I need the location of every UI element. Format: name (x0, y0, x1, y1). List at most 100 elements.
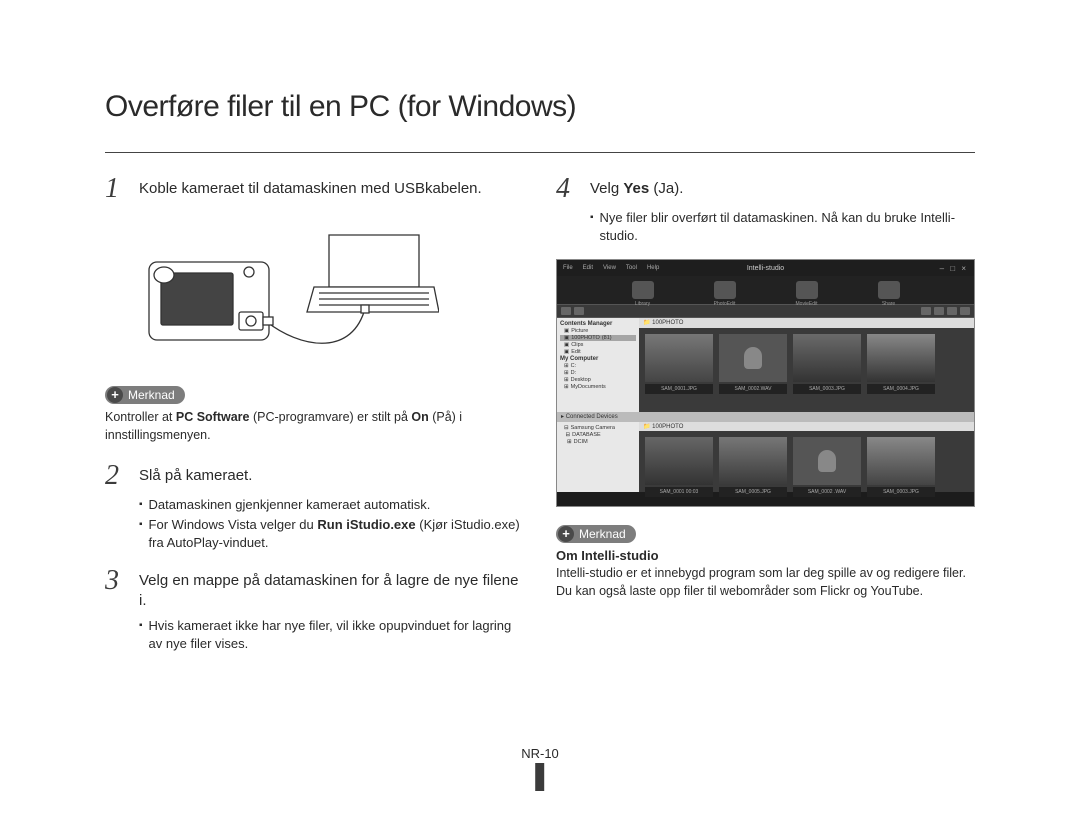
thumb-row: SAM_0001.JPG SAM_0002.WAV SAM_0003.JPG S… (639, 328, 974, 412)
thumbnail[interactable]: SAM_0003.JPG (793, 334, 861, 406)
toolbar-button[interactable] (947, 307, 957, 315)
t: Yes (623, 180, 649, 197)
step-text: Velg en mappe på datamaskinen for å lagr… (139, 567, 524, 612)
folder-path: 📁 100PHOTO (639, 318, 974, 328)
tab-movieedit[interactable] (796, 281, 818, 299)
step-3: 3 Velg en mappe på datamaskinen for å la… (105, 567, 524, 612)
sidebar-item[interactable]: ▣ 100PHOTO (81) (560, 335, 636, 341)
step-text: Koble kameraet til datamaskinen med USBk… (139, 175, 482, 199)
step-4-bullets: Nye filer blir overført til datamaskinen… (590, 209, 975, 245)
sidebar-item[interactable]: ⊟ DATABASE (560, 432, 636, 438)
t: Clips (571, 342, 583, 348)
title-divider (105, 152, 975, 153)
caption: SAM_0003.JPG (867, 487, 935, 497)
step-number: 3 (105, 567, 127, 595)
t: MyDocuments (571, 384, 606, 390)
thumbnail[interactable]: SAM_0004.JPG (867, 334, 935, 406)
page-number: NR-10 (521, 746, 559, 791)
sidebar-item[interactable]: ⊞ D: (560, 370, 636, 376)
sidebar-item[interactable]: ⊟ Samsung Camera (560, 425, 636, 431)
t: Velg (590, 180, 623, 197)
app-body-bottom: ⊟ Samsung Camera ⊟ DATABASE ⊞ DCIM 📁 100… (557, 422, 974, 492)
caption: SAM_0003.JPG (793, 384, 861, 394)
t: D: (571, 370, 577, 376)
intelli-studio-screenshot: File Edit View Tool Help Intelli-studio … (556, 259, 975, 507)
tab-share[interactable] (878, 281, 900, 299)
menu-item[interactable]: Edit (583, 265, 593, 271)
window-controls[interactable]: – □ × (940, 264, 968, 273)
caption: SAM_0002 .WAV (793, 487, 861, 497)
note-text: Kontroller at PC Software (PC-programvar… (105, 409, 524, 444)
t: Hvis kameraet ikke har nye filer, vil ik… (149, 617, 524, 653)
page-number-bar (535, 763, 544, 791)
app-tabs (557, 276, 974, 304)
bullet: Hvis kameraet ikke har nye filer, vil ik… (139, 617, 524, 653)
section-divider: ▸ Connected Devices (557, 412, 974, 422)
sidebar-item[interactable]: ▣ Edit (560, 349, 636, 355)
thumbnail[interactable]: SAM_0003.JPG (867, 437, 935, 497)
t: Datamaskinen gjenkjenner kameraet automa… (149, 496, 431, 514)
sidebar-header: My Computer (560, 356, 636, 362)
caption: SAM_0004.JPG (867, 384, 935, 394)
note-label: Merknad (128, 388, 175, 402)
bullet: Datamaskinen gjenkjenner kameraet automa… (139, 496, 524, 514)
toolbar-button[interactable] (934, 307, 944, 315)
tab-library[interactable] (632, 281, 654, 299)
sidebar-item[interactable]: ▣ Clips (560, 342, 636, 348)
t: PC Software (176, 410, 250, 424)
menu-item[interactable]: Tool (626, 265, 637, 271)
step-text: Slå på kameraet. (139, 462, 252, 486)
t: (Ja). (649, 180, 683, 197)
sidebar-item[interactable]: ⊞ DCIM (560, 439, 636, 445)
t: Kontroller at (105, 410, 176, 424)
nav-fwd-button[interactable] (574, 307, 584, 315)
menu-item[interactable]: File (563, 265, 573, 271)
thumbnail[interactable]: SAM_0002.WAV (719, 334, 787, 406)
step-2-bullets: Datamaskinen gjenkjenner kameraet automa… (139, 496, 524, 553)
toolbar-button[interactable] (960, 307, 970, 315)
t: Desktop (571, 377, 591, 383)
step-2: 2 Slå på kameraet. (105, 462, 524, 490)
app-toolbar (557, 304, 974, 318)
sidebar-item[interactable]: ⊞ Desktop (560, 377, 636, 383)
menu-item[interactable]: View (603, 265, 616, 271)
t: Samsung Camera (571, 425, 615, 431)
sidebar-item[interactable]: ▣ Picture (560, 328, 636, 334)
toolbar-button[interactable] (921, 307, 931, 315)
step-4: 4 Velg Yes (Ja). (556, 175, 975, 203)
step-number: 4 (556, 175, 578, 203)
thumbnail[interactable]: SAM_0001 00:03 (645, 437, 713, 497)
left-column: 1 Koble kameraet til datamaskinen med US… (105, 175, 524, 795)
tab-photoedit[interactable] (714, 281, 736, 299)
app-body-top: Contents Manager ▣ Picture ▣ 100PHOTO (8… (557, 318, 974, 412)
step-number: 2 (105, 462, 127, 490)
thumbnail-pane: 📁 100PHOTO SAM_0001 00:03 SAM_0005.JPG S… (639, 422, 974, 492)
app-title: Intelli-studio (747, 265, 784, 272)
thumbnail[interactable]: SAM_0002 .WAV (793, 437, 861, 497)
thumbnail-pane: 📁 100PHOTO SAM_0001.JPG SAM_0002.WAV SAM… (639, 318, 974, 412)
note-label: Merknad (579, 527, 626, 541)
microphone-icon (744, 347, 762, 369)
camera-usb-laptop-diagram (139, 217, 439, 367)
t: 100PHOTO (652, 320, 683, 326)
caption: SAM_0001 00:03 (645, 487, 713, 497)
bullet: Nye filer blir overført til datamaskinen… (590, 209, 975, 245)
thumbnail[interactable]: SAM_0001.JPG (645, 334, 713, 406)
note-badge: + Merknad (105, 386, 185, 404)
note-text: Intelli-studio er et innebygd program so… (556, 565, 975, 600)
nav-back-button[interactable] (561, 307, 571, 315)
thumbnail[interactable]: SAM_0005.JPG (719, 437, 787, 497)
page-number-label: NR-10 (521, 746, 559, 761)
t: 100PHOTO (652, 424, 683, 430)
note-2: + Merknad Om Intelli-studio Intelli-stud… (556, 525, 975, 600)
caption: SAM_0005.JPG (719, 487, 787, 497)
bullet: For Windows Vista velger du Run iStudio.… (139, 516, 524, 552)
app-menubar: File Edit View Tool Help Intelli-studio … (557, 260, 974, 276)
sidebar-item[interactable]: ⊞ MyDocuments (560, 384, 636, 390)
caption: SAM_0001.JPG (645, 384, 713, 394)
sidebar-header: Contents Manager (560, 321, 636, 327)
t: Connected Devices (566, 414, 618, 420)
menu-item[interactable]: Help (647, 265, 659, 271)
right-column: 4 Velg Yes (Ja). Nye filer blir overført… (556, 175, 975, 795)
sidebar-item[interactable]: ⊞ C: (560, 363, 636, 369)
